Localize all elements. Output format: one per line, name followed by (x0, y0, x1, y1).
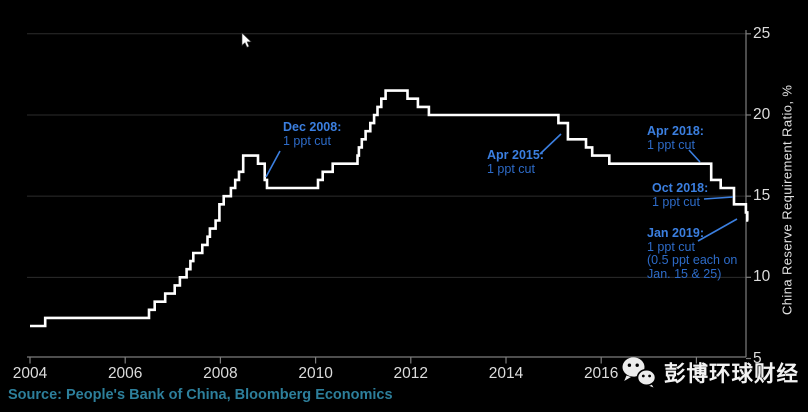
annotation-detail: 1 ppt cut (652, 194, 700, 209)
x-tick-label-2016: 2016 (583, 365, 619, 382)
callout-line-oct-2018 (703, 196, 734, 200)
annotation-detail: 1 ppt cut (487, 161, 535, 176)
y-tick-label-5: 5 (753, 349, 762, 367)
y-tick-label-15: 15 (753, 187, 771, 205)
annotation-detail: (0.5 ppt each on (647, 253, 738, 268)
annotation-detail: 1 ppt cut (283, 133, 331, 148)
annotation-date: Jan 2019: (647, 226, 704, 240)
x-tick-label-2014: 2014 (488, 365, 524, 382)
annotation-detail: 1 ppt cut (647, 137, 695, 152)
y-tick-label-20: 20 (753, 105, 771, 123)
y-tick-label-25: 25 (753, 24, 771, 42)
x-tick-label-2012: 2012 (393, 365, 429, 382)
callout-line-apr-2018 (688, 149, 701, 163)
cursor-pointer-icon (241, 32, 252, 48)
annotation-detail: 1 ppt cut (647, 239, 695, 254)
y-tick-label-10: 10 (753, 268, 771, 286)
x-tick-label-2008: 2008 (203, 365, 238, 382)
annotation-oct-2018: Oct 2018: 1 ppt cut (652, 181, 709, 209)
rrr-step-line (30, 89, 749, 328)
x-tick-label-2010: 2010 (298, 365, 333, 382)
annotation-jan-2019: Jan 2019: 1 ppt cut (0.5 ppt each on Jan. 1… (647, 226, 738, 281)
callout-line-dec-2008 (265, 150, 281, 178)
annotation-date: Apr 2018: (647, 124, 704, 138)
annotation-detail: Jan. 15 & 25) (647, 266, 722, 281)
watermark: 彭博环球财经 (621, 356, 799, 388)
watermark-text: 彭博环球财经 (664, 361, 800, 386)
annotation-apr-2015: Apr 2015: 1 ppt cut (487, 148, 544, 176)
callout-line-jan-2019 (697, 218, 738, 242)
callout-line-apr-2015 (539, 133, 562, 155)
wechat-icon (622, 357, 657, 388)
x-tick-label-2006: 2006 (107, 365, 143, 382)
annotation-date: Apr 2015: (487, 148, 544, 162)
x-tick-label-2004: 2004 (12, 365, 48, 382)
annotation-date: Oct 2018: (652, 181, 709, 195)
annotation-apr-2018: Apr 2018: 1 ppt cut (647, 124, 704, 152)
annotation-dec-2008: Dec 2008: 1 ppt cut (283, 120, 342, 148)
source-credit: Source: People's Bank of China, Bloomber… (8, 387, 393, 403)
annotation-date: Dec 2008: (283, 120, 342, 134)
